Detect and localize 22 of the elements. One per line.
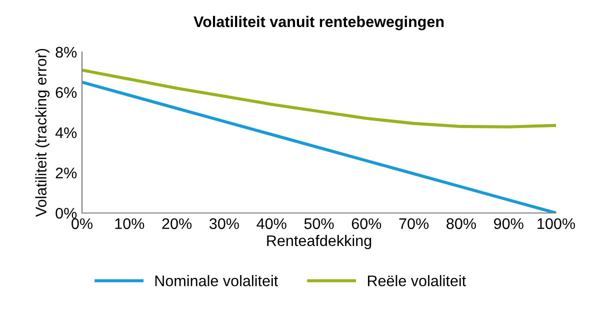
y-tick-label: 2%: [56, 168, 77, 178]
x-tick-label: 30%: [209, 218, 239, 230]
y-tick-label: 8%: [56, 46, 77, 58]
x-tick-label: 0%: [72, 218, 92, 230]
chart-title: Volatiliteit vanuit rentebewegingen: [194, 16, 444, 30]
x-tick-label: 40%: [256, 218, 286, 230]
x-axis-title: Renteafdekking: [267, 234, 372, 250]
line-series: [82, 68, 556, 128]
x-tick-label: 70%: [399, 218, 429, 230]
y-tick-label: 6%: [56, 87, 77, 98]
x-tick-label: 10%: [115, 218, 144, 230]
y-axis-title: Volatiliteit (tracking error): [35, 48, 50, 217]
legend-label: Reële volaliteit: [368, 275, 466, 286]
x-tick-label: 20%: [162, 218, 192, 230]
legend-label: Nominale volaliteit: [155, 275, 278, 286]
x-tick-label: 50%: [304, 218, 334, 230]
x-tick-label: 100%: [538, 218, 575, 230]
y-tick-label: 4%: [55, 127, 77, 138]
x-tick-label: 60%: [352, 218, 382, 230]
x-tick-label: 80%: [446, 218, 476, 230]
x-tick-label: 90%: [494, 218, 524, 230]
y-tick-label: 0%: [56, 208, 77, 219]
